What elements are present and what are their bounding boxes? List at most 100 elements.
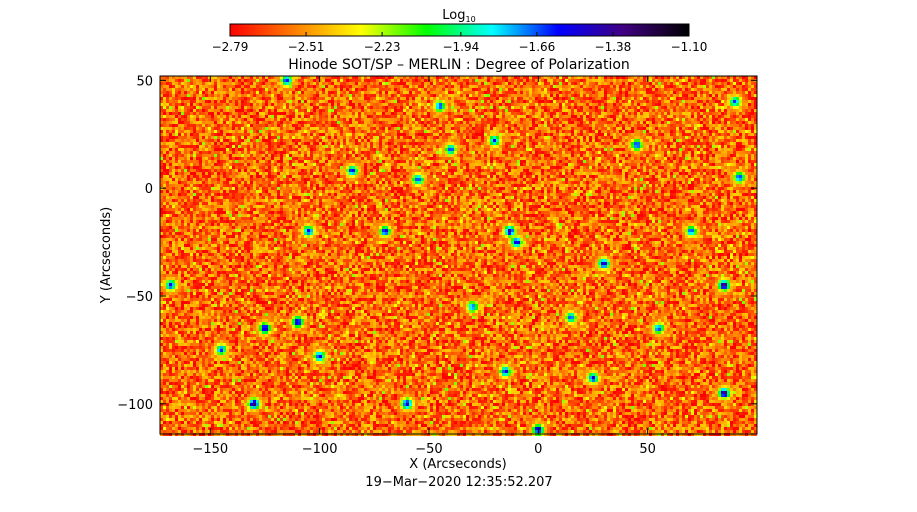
heatmap-cell bbox=[304, 136, 307, 139]
heatmap-cell bbox=[754, 139, 757, 142]
heatmap-cell bbox=[433, 85, 436, 88]
heatmap-cell bbox=[550, 136, 553, 139]
heatmap-cell bbox=[259, 85, 262, 88]
heatmap-cell bbox=[397, 88, 400, 91]
heatmap-cell bbox=[478, 115, 481, 118]
heatmap-cell bbox=[550, 82, 553, 85]
heatmap-cell bbox=[205, 97, 208, 100]
heatmap-cell bbox=[502, 142, 505, 145]
heatmap-cell bbox=[331, 97, 334, 100]
heatmap-cell bbox=[190, 142, 193, 145]
heatmap-cell bbox=[280, 85, 283, 88]
heatmap-cell bbox=[577, 115, 580, 118]
heatmap-cell bbox=[463, 130, 466, 133]
heatmap-cell bbox=[679, 100, 682, 103]
heatmap-cell bbox=[391, 130, 394, 133]
heatmap-cell bbox=[730, 148, 733, 151]
heatmap-cell bbox=[412, 100, 415, 103]
heatmap-cell bbox=[505, 145, 508, 148]
heatmap-cell bbox=[304, 103, 307, 106]
heatmap-cell bbox=[274, 121, 277, 124]
heatmap-cell bbox=[502, 100, 505, 103]
heatmap-cell bbox=[490, 82, 493, 85]
heatmap-cell bbox=[619, 145, 622, 148]
heatmap-cell bbox=[652, 133, 655, 136]
heatmap-cell bbox=[568, 124, 571, 127]
heatmap-cell bbox=[301, 148, 304, 151]
heatmap-cell bbox=[211, 136, 214, 139]
heatmap-cell bbox=[709, 142, 712, 145]
heatmap-cell bbox=[637, 118, 640, 121]
heatmap-cell bbox=[625, 115, 628, 118]
heatmap-cell bbox=[634, 82, 637, 85]
heatmap-cell bbox=[301, 139, 304, 142]
heatmap-cell bbox=[286, 121, 289, 124]
heatmap-cell bbox=[541, 139, 544, 142]
heatmap-cell bbox=[556, 121, 559, 124]
heatmap-cell bbox=[514, 130, 517, 133]
heatmap-cell bbox=[493, 91, 496, 94]
heatmap-cell bbox=[283, 115, 286, 118]
heatmap-cell bbox=[562, 136, 565, 139]
heatmap-cell bbox=[586, 121, 589, 124]
heatmap-cell bbox=[253, 145, 256, 148]
heatmap-cell bbox=[415, 103, 418, 106]
heatmap-cell bbox=[436, 94, 439, 97]
heatmap-cell bbox=[421, 121, 424, 124]
heatmap-cell bbox=[712, 85, 715, 88]
heatmap-cell bbox=[520, 145, 523, 148]
heatmap-cell bbox=[643, 127, 646, 130]
heatmap-cell bbox=[427, 139, 430, 142]
heatmap-cell bbox=[571, 115, 574, 118]
heatmap-cell bbox=[400, 85, 403, 88]
heatmap-cell bbox=[649, 103, 652, 106]
heatmap-cell bbox=[739, 142, 742, 145]
heatmap-cell bbox=[583, 148, 586, 151]
heatmap-cell bbox=[625, 100, 628, 103]
heatmap-cell bbox=[646, 82, 649, 85]
heatmap-cell bbox=[718, 127, 721, 130]
heatmap-cell bbox=[622, 109, 625, 112]
heatmap-cell bbox=[547, 118, 550, 121]
heatmap-cell bbox=[529, 109, 532, 112]
heatmap-cell bbox=[604, 112, 607, 115]
heatmap-cell bbox=[529, 136, 532, 139]
heatmap-cell bbox=[190, 124, 193, 127]
heatmap-cell bbox=[364, 76, 367, 79]
heatmap-cell bbox=[301, 124, 304, 127]
heatmap-cell bbox=[319, 121, 322, 124]
heatmap-cell bbox=[652, 139, 655, 142]
heatmap-cell bbox=[247, 130, 250, 133]
heatmap-cell bbox=[196, 118, 199, 121]
heatmap-cell bbox=[346, 136, 349, 139]
heatmap-cell bbox=[610, 130, 613, 133]
heatmap-cell bbox=[595, 79, 598, 82]
heatmap-cell bbox=[502, 145, 505, 148]
heatmap-cell bbox=[232, 121, 235, 124]
heatmap-cell bbox=[436, 100, 439, 103]
heatmap-cell bbox=[562, 106, 565, 109]
heatmap-cell bbox=[574, 139, 577, 142]
heatmap-cell bbox=[727, 115, 730, 118]
heatmap-cell bbox=[289, 97, 292, 100]
heatmap-cell bbox=[307, 91, 310, 94]
heatmap-cell bbox=[241, 112, 244, 115]
heatmap-cell bbox=[421, 115, 424, 118]
heatmap-cell bbox=[733, 109, 736, 112]
heatmap-cell bbox=[262, 106, 265, 109]
heatmap-cell bbox=[601, 91, 604, 94]
heatmap-cell bbox=[391, 118, 394, 121]
heatmap-cell bbox=[262, 94, 265, 97]
heatmap-cell bbox=[364, 79, 367, 82]
heatmap-cell bbox=[313, 85, 316, 88]
heatmap-cell bbox=[214, 130, 217, 133]
heatmap-cell bbox=[388, 76, 391, 79]
heatmap-cell bbox=[481, 139, 484, 142]
heatmap-cell bbox=[535, 109, 538, 112]
heatmap-cell bbox=[496, 142, 499, 145]
heatmap-cell bbox=[487, 112, 490, 115]
heatmap-cell bbox=[424, 136, 427, 139]
heatmap-cell bbox=[358, 85, 361, 88]
heatmap-cell bbox=[385, 115, 388, 118]
heatmap-cell bbox=[385, 94, 388, 97]
